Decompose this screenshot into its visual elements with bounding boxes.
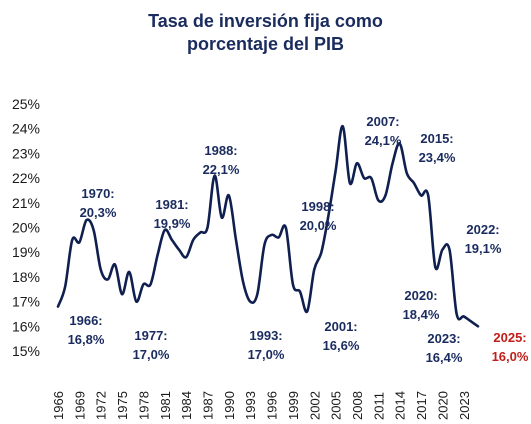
annotation-year-label: 1970: (81, 186, 114, 201)
y-tick-label: 17% (12, 294, 40, 310)
x-tick-label: 2005 (329, 391, 344, 420)
x-tick-label: 2017 (414, 391, 429, 420)
y-tick-label: 18% (12, 269, 40, 285)
y-tick-label: 20% (12, 220, 40, 236)
x-axis-tick-labels: 1966 1969 1972 1975 1978 1981 1984 1987 1990 1993… (51, 391, 472, 420)
annotation-year-label: 2020: (404, 288, 437, 303)
series-layer (56, 124, 480, 328)
annotation-year-label: 2023: (427, 331, 460, 346)
x-tick-label: 1981 (158, 391, 173, 420)
annotation-value-label: 19,9% (154, 216, 191, 231)
annotation-year-label: 2025: (493, 330, 526, 345)
x-tick-label: 1993 (243, 391, 258, 420)
x-tick-label: 1996 (265, 391, 280, 420)
annotation-layer: 1966: 16,8% 1970: 20,3% 1977: 17,0% 1981: 19,9%… (68, 114, 529, 365)
y-tick-label: 22% (12, 170, 40, 186)
series-line (56, 124, 480, 328)
x-tick-label: 1966 (51, 391, 66, 420)
x-tick-label: 1999 (286, 391, 301, 420)
annotation-year-label: 1966: (69, 313, 102, 328)
x-tick-label: 1978 (136, 391, 151, 420)
annotation-value-label: 24,1% (365, 133, 402, 148)
x-tick-label: 1990 (222, 391, 237, 420)
annotation-value-label: 16,4% (426, 350, 463, 365)
annotation-year-label: 1988: (204, 143, 237, 158)
annotation-value-label: 16,0% (492, 349, 529, 364)
annotation-value-label: 16,8% (68, 332, 105, 347)
y-tick-label: 19% (12, 244, 40, 260)
annotation-value-label: 17,0% (248, 347, 285, 362)
annotation-value-label: 20,3% (80, 205, 117, 220)
y-tick-label: 25% (12, 96, 40, 112)
y-tick-label: 21% (12, 195, 40, 211)
annotation-value-label: 22,1% (203, 162, 240, 177)
x-tick-label: 1984 (179, 391, 194, 420)
annotation-value-label: 23,4% (419, 150, 456, 165)
annotation-year-label: 2015: (420, 131, 453, 146)
x-tick-label: 2002 (307, 391, 322, 420)
annotation-year-label: 1998: (301, 199, 334, 214)
x-tick-label: 2014 (393, 391, 408, 420)
y-tick-label: 24% (12, 121, 40, 137)
annotation-year-label: 1993: (249, 328, 282, 343)
x-tick-label: 2023 (457, 391, 472, 420)
x-tick-label: 1969 (72, 391, 87, 420)
x-tick-label: 1987 (200, 391, 215, 420)
annotation-year-label: 2022: (466, 222, 499, 237)
y-tick-label: 23% (12, 145, 40, 161)
x-tick-label: 1972 (94, 391, 109, 420)
y-axis-tick-labels: 25% 24% 23% 22% 21% 20% 19% 18% 17% 16% 15% (12, 96, 40, 359)
annotation-value-label: 16,6% (323, 338, 360, 353)
annotation-value-label: 20,0% (300, 218, 337, 233)
chart-title-line-2: porcentaje del PIB (186, 34, 345, 54)
annotation-year-label: 2001: (324, 319, 357, 334)
annotation-year-label: 1977: (134, 328, 167, 343)
annotation-year-label: 1981: (155, 197, 188, 212)
y-tick-label: 16% (12, 318, 40, 334)
chart-title-line-1: Tasa de inversión fija como (148, 11, 383, 31)
y-tick-label: 15% (12, 343, 40, 359)
x-tick-label: 1975 (115, 391, 130, 420)
annotation-value-label: 17,0% (133, 347, 170, 362)
x-tick-label: 2008 (350, 391, 365, 420)
x-tick-label: 2011 (371, 392, 386, 420)
annotation-year-label: 2007: (366, 114, 399, 129)
annotation-value-label: 18,4% (403, 307, 440, 322)
x-tick-label: 2020 (435, 391, 450, 420)
annotation-value-label: 19,1% (465, 241, 502, 256)
